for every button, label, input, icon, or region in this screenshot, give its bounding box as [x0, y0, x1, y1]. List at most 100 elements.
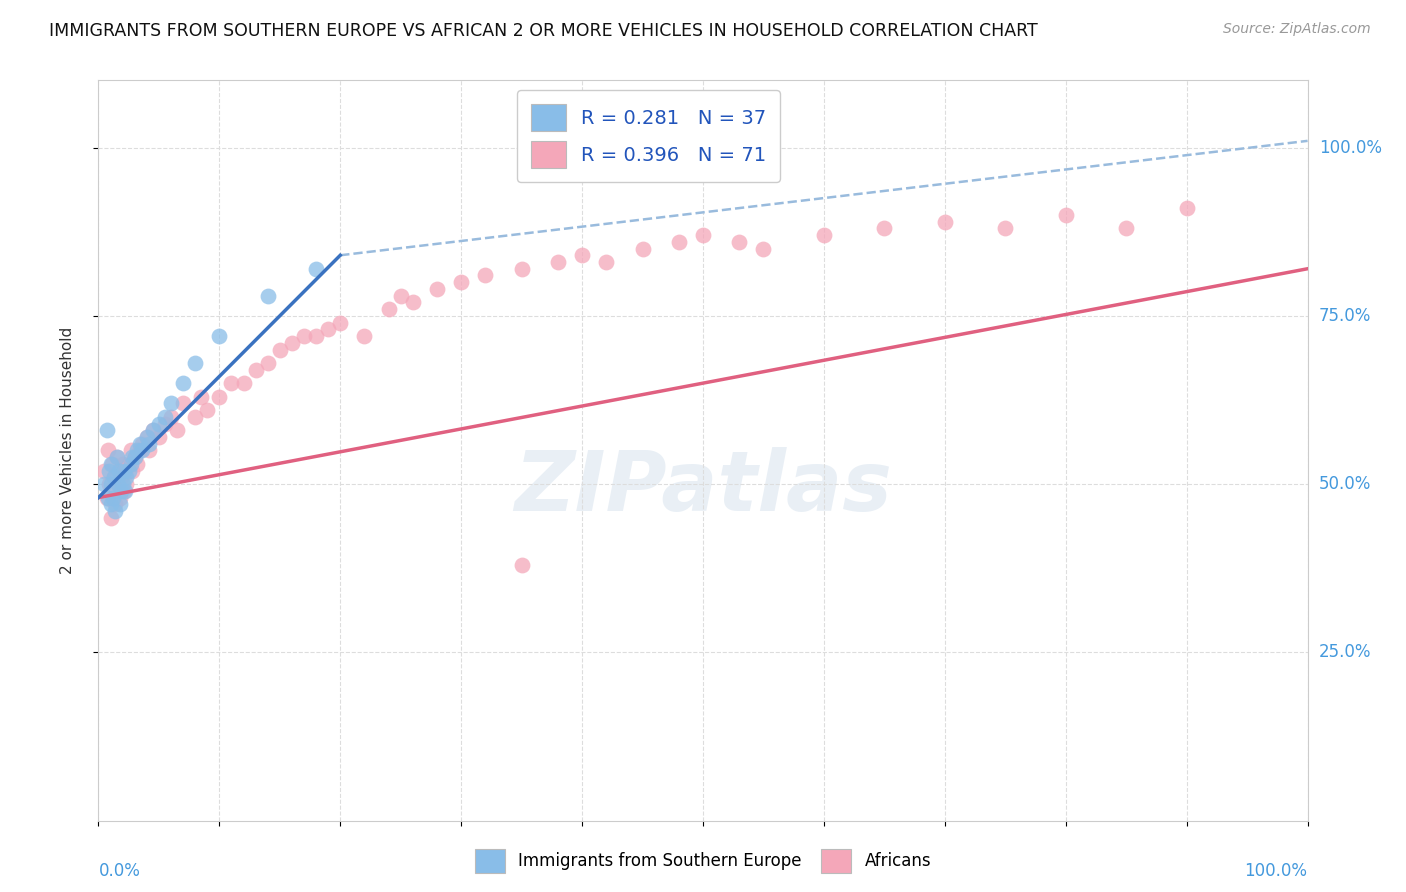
Point — [184, 409, 207, 424]
Point — [148, 417, 170, 431]
Legend: Immigrants from Southern Europe, Africans: Immigrants from Southern Europe, African… — [468, 842, 938, 880]
Point — [873, 221, 896, 235]
Text: IMMIGRANTS FROM SOUTHERN EUROPE VS AFRICAN 2 OR MORE VEHICLES IN HOUSEHOLD CORRE: IMMIGRANTS FROM SOUTHERN EUROPE VS AFRIC… — [49, 22, 1038, 40]
Point — [305, 329, 328, 343]
Point — [127, 457, 149, 471]
Point — [142, 423, 165, 437]
Text: 0.0%: 0.0% — [98, 863, 141, 880]
Point — [153, 409, 176, 424]
Point — [121, 464, 143, 478]
Point — [184, 356, 207, 370]
Point — [131, 443, 153, 458]
Point — [98, 477, 121, 491]
Text: 25.0%: 25.0% — [1319, 643, 1371, 661]
Point — [131, 436, 153, 450]
Point — [100, 497, 122, 511]
Point — [668, 235, 690, 249]
Point — [377, 302, 399, 317]
Text: 50.0%: 50.0% — [1319, 475, 1371, 493]
Point — [104, 504, 127, 518]
Point — [114, 464, 136, 478]
Point — [1175, 201, 1198, 215]
Point — [114, 483, 136, 498]
Point — [120, 443, 142, 458]
Point — [108, 491, 131, 505]
Text: 100.0%: 100.0% — [1244, 863, 1308, 880]
Point — [474, 268, 496, 283]
Point — [728, 235, 751, 249]
Point — [631, 242, 654, 256]
Point — [100, 510, 122, 524]
Point — [108, 464, 131, 478]
Point — [101, 491, 124, 505]
Point — [1054, 208, 1077, 222]
Point — [100, 457, 122, 471]
Point — [510, 558, 533, 572]
Point — [110, 470, 132, 484]
Point — [103, 470, 125, 484]
Point — [128, 436, 150, 450]
Point — [510, 261, 533, 276]
Point — [107, 477, 129, 491]
Point — [172, 396, 194, 410]
Text: Source: ZipAtlas.com: Source: ZipAtlas.com — [1223, 22, 1371, 37]
Point — [208, 390, 231, 404]
Point — [138, 443, 160, 458]
Point — [269, 343, 291, 357]
Point — [353, 329, 375, 343]
Point — [111, 457, 134, 471]
Point — [96, 491, 118, 505]
Point — [104, 497, 127, 511]
Point — [160, 409, 183, 424]
Point — [450, 275, 472, 289]
Point — [934, 214, 956, 228]
Point — [166, 423, 188, 437]
Point — [292, 329, 315, 343]
Point — [329, 316, 352, 330]
Point — [571, 248, 593, 262]
Point — [97, 443, 120, 458]
Point — [97, 491, 120, 505]
Point — [115, 477, 138, 491]
Point — [547, 255, 569, 269]
Point — [281, 335, 304, 350]
Text: 100.0%: 100.0% — [1319, 138, 1382, 157]
Point — [93, 464, 115, 478]
Legend: R = 0.281   N = 37, R = 0.396   N = 71: R = 0.281 N = 37, R = 0.396 N = 71 — [517, 90, 780, 182]
Text: 75.0%: 75.0% — [1319, 307, 1371, 325]
Point — [245, 362, 267, 376]
Point — [105, 450, 128, 465]
Point — [124, 450, 146, 465]
Text: ZIPatlas: ZIPatlas — [515, 447, 891, 528]
Point — [105, 450, 128, 465]
Point — [148, 430, 170, 444]
Point — [221, 376, 243, 391]
Point — [103, 470, 125, 484]
Point — [135, 430, 157, 444]
Point — [256, 356, 278, 370]
Point — [118, 464, 141, 478]
Point — [120, 457, 142, 471]
Point — [813, 228, 835, 243]
Point — [112, 464, 135, 478]
Point — [160, 396, 183, 410]
Point — [100, 477, 122, 491]
Point — [124, 450, 146, 465]
Point — [190, 390, 212, 404]
Point — [121, 450, 143, 465]
Point — [135, 430, 157, 444]
Point — [316, 322, 339, 336]
Point — [111, 477, 134, 491]
Point — [128, 443, 150, 458]
Point — [195, 403, 218, 417]
Point — [108, 497, 131, 511]
Point — [101, 491, 124, 505]
Point — [142, 423, 165, 437]
Point — [595, 255, 617, 269]
Point — [402, 295, 425, 310]
Point — [93, 477, 115, 491]
Point — [112, 483, 135, 498]
Point — [208, 329, 231, 343]
Point — [426, 282, 449, 296]
Point — [232, 376, 254, 391]
